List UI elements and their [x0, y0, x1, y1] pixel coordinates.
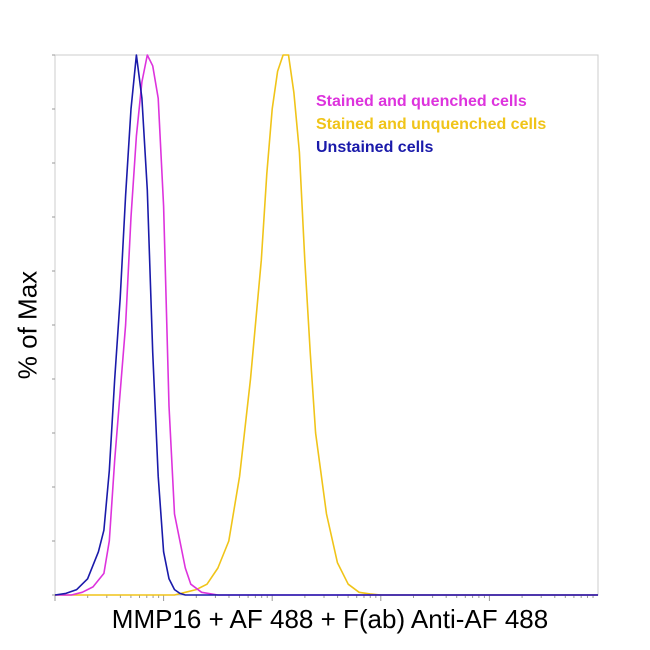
series-line-unstained — [54, 54, 598, 596]
series-line-stained-quenched — [55, 54, 598, 596]
legend-item-stained-unquenched: Stained and unquenched cells — [316, 116, 547, 133]
x-axis-ticks — [54, 595, 594, 601]
legend-item-stained-quenched: Stained and quenched cells — [316, 93, 527, 110]
series-line-stained-unquenched — [55, 54, 598, 596]
legend-item-unstained: Unstained cells — [316, 139, 434, 156]
series-layer — [54, 54, 598, 596]
legend: Stained and quenched cells Stained and u… — [316, 90, 546, 159]
y-axis-label: % of Max — [12, 270, 43, 380]
x-axis-label: MMP16 + AF 488 + F(ab) Anti-AF 488 — [111, 604, 549, 634]
